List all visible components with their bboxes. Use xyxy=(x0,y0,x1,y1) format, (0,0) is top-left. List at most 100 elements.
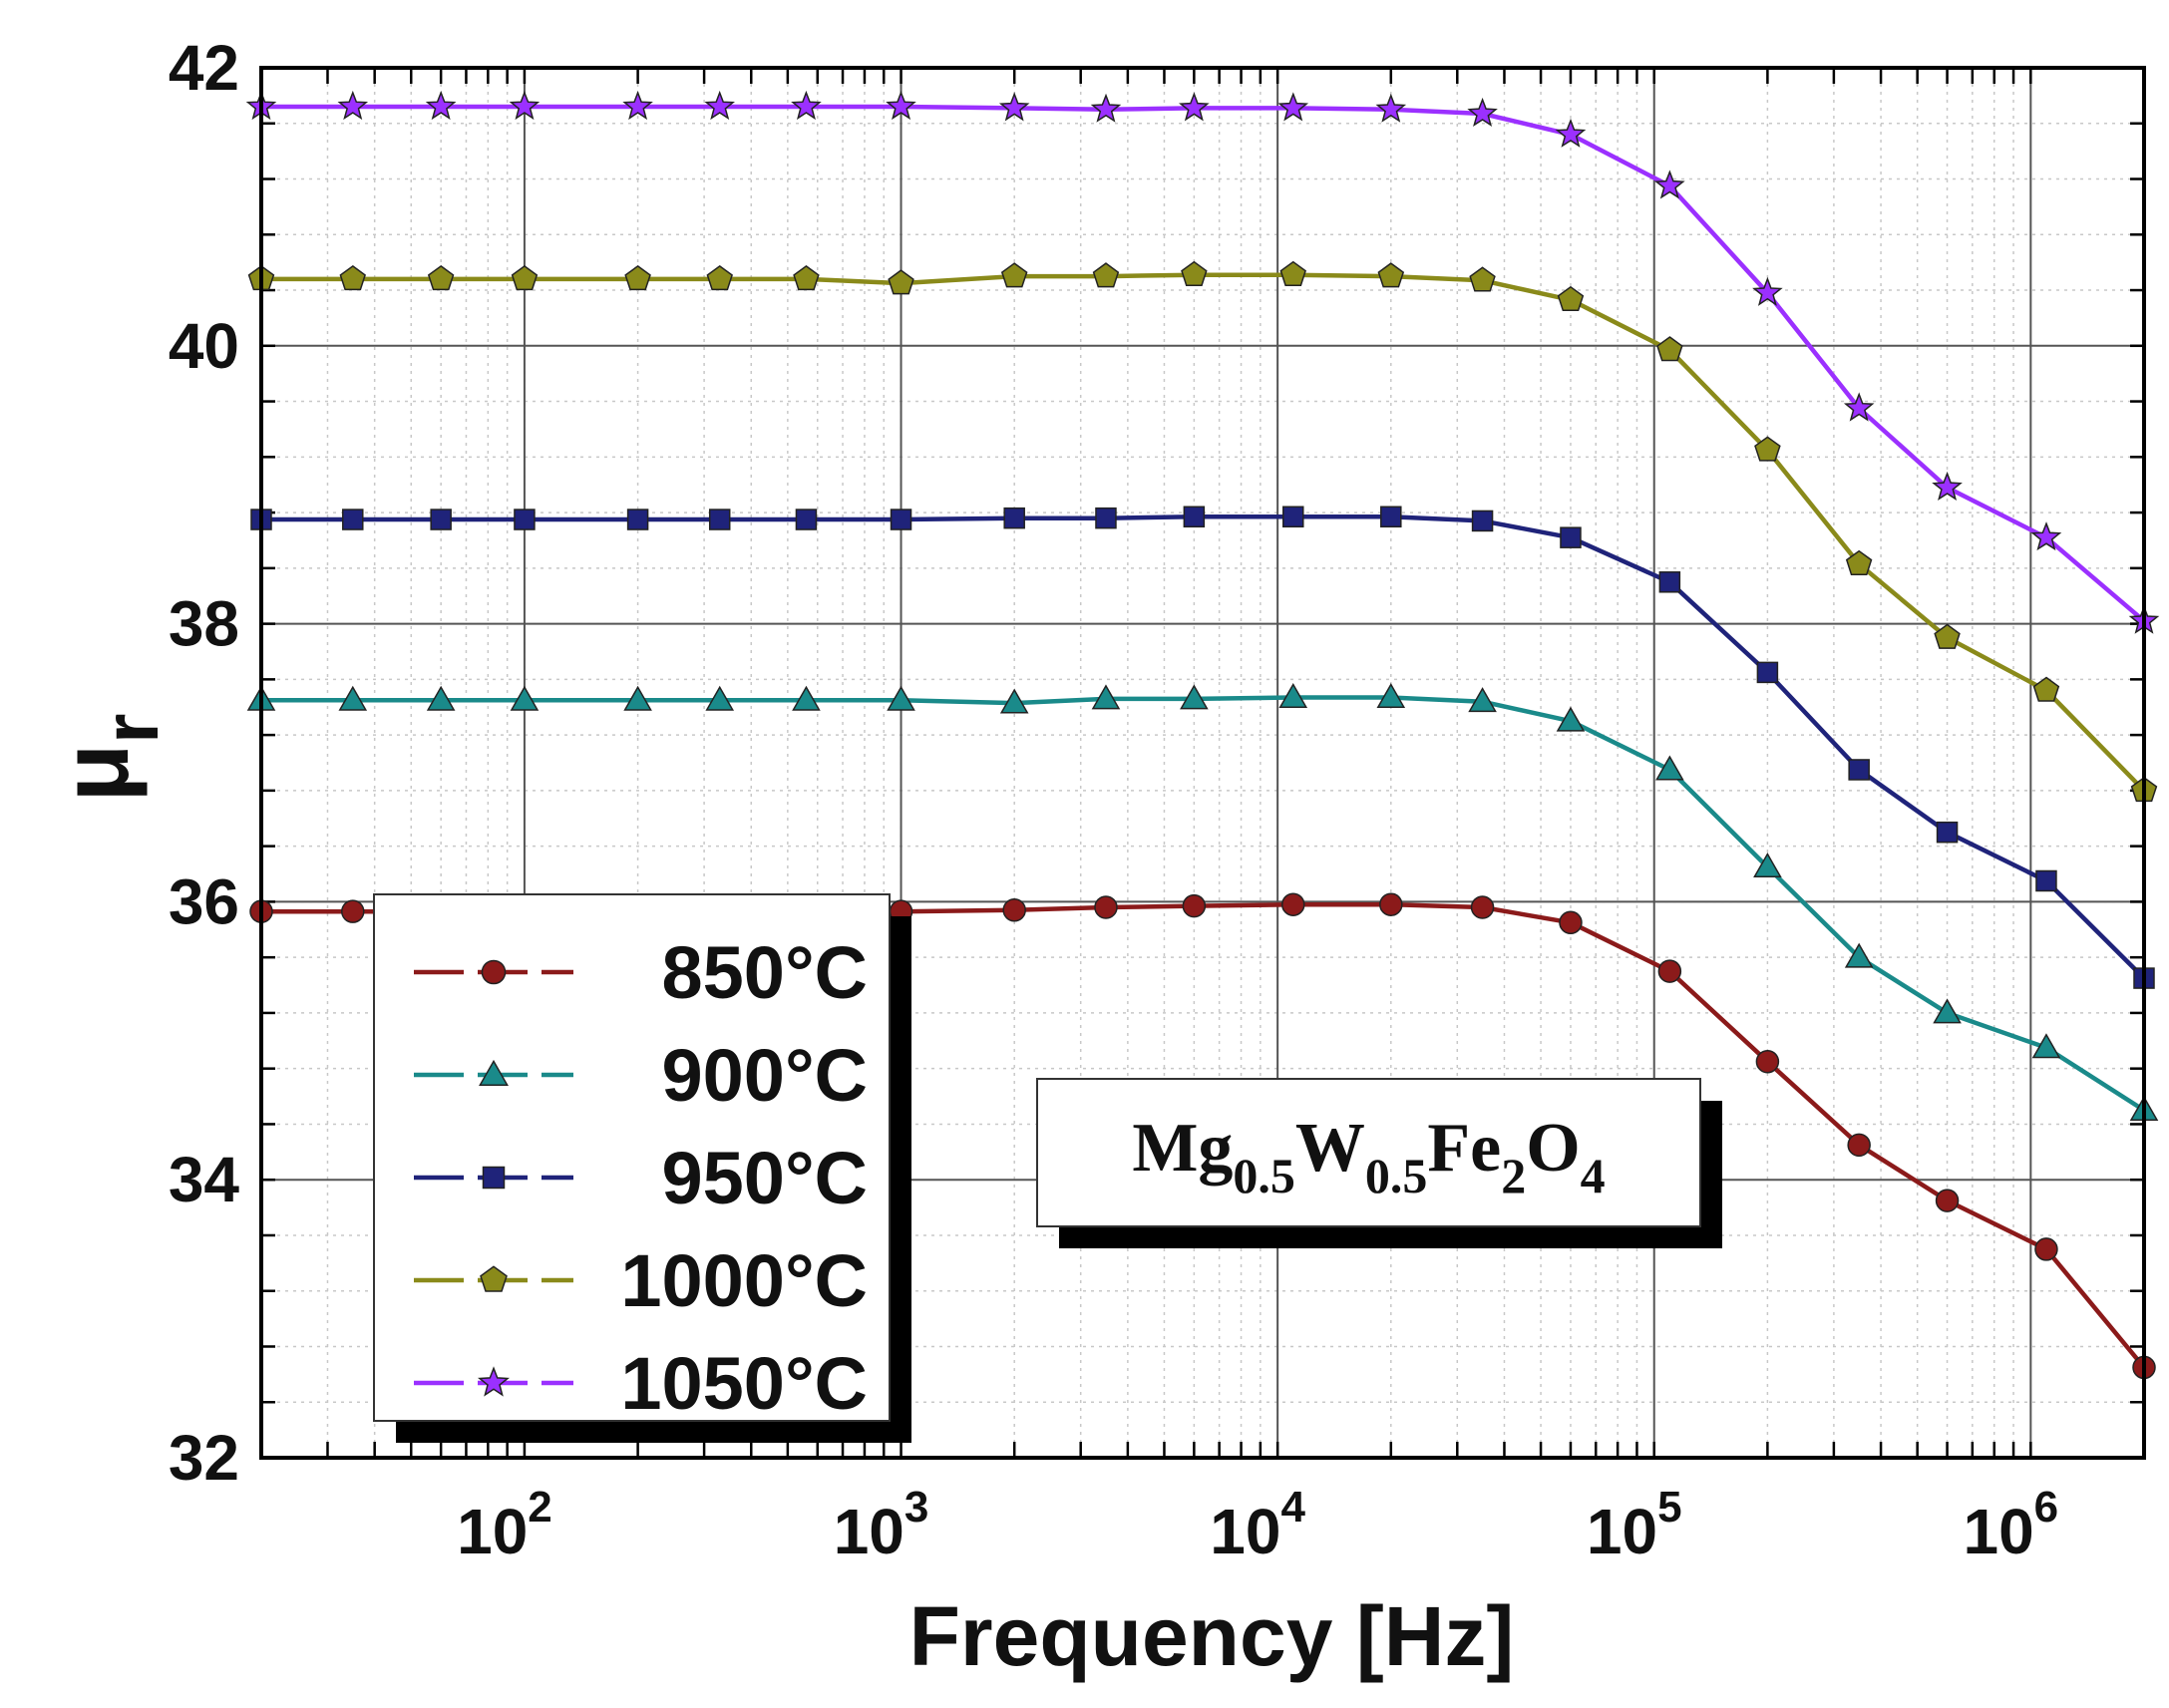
formula-element: Mg xyxy=(1132,1110,1233,1187)
data-point xyxy=(999,688,1029,714)
data-point xyxy=(1469,266,1496,292)
x-tick-base: 10 xyxy=(1210,1496,1280,1567)
series-1000°C xyxy=(247,260,2158,803)
legend-item: 850°C xyxy=(414,931,868,1014)
data-point xyxy=(337,90,369,121)
data-point xyxy=(1556,706,1586,732)
data-point xyxy=(1754,436,1781,462)
y-tick-label: 34 xyxy=(169,1144,240,1215)
data-point xyxy=(1182,893,1207,918)
x-tick-exponent: 5 xyxy=(1657,1483,1681,1532)
data-point xyxy=(1470,895,1495,919)
data-point xyxy=(427,264,455,291)
data-point xyxy=(511,264,539,291)
composition-formula: Mg0.5W0.5Fe2O4 xyxy=(1132,1110,1605,1203)
formula-subscript: 0.5 xyxy=(1365,1148,1428,1203)
data-point xyxy=(1090,93,1122,123)
data-point xyxy=(1655,755,1684,781)
formula-subscript: 0.5 xyxy=(1233,1148,1295,1203)
data-point xyxy=(1936,821,1959,844)
data-point xyxy=(626,509,649,530)
x-tick-labels: 102 103 104 105 106 xyxy=(457,1483,2058,1567)
data-point xyxy=(1653,170,1685,199)
data-point xyxy=(1277,92,1309,122)
data-point xyxy=(887,685,915,711)
data-point xyxy=(886,90,916,121)
data-point xyxy=(1181,260,1208,286)
data-point xyxy=(1468,687,1497,713)
y-axis-title: μr xyxy=(42,713,175,802)
data-point xyxy=(1845,549,1873,575)
data-point xyxy=(1656,336,1683,362)
legend-label: 1050°C xyxy=(620,1342,868,1425)
legend-marker xyxy=(482,1166,506,1190)
data-point xyxy=(2032,676,2060,702)
data-point xyxy=(1848,759,1870,781)
x-tick-label: 102 xyxy=(457,1483,552,1567)
legend-label: 950°C xyxy=(662,1137,869,1219)
data-point xyxy=(509,90,541,121)
plot-frame xyxy=(259,66,2146,1460)
legend: 850°C 900°C 950°C 1000°C 1050°C xyxy=(373,893,911,1443)
data-point xyxy=(1375,93,1407,123)
data-point xyxy=(1180,684,1209,710)
data-point xyxy=(1092,262,1120,288)
data-point xyxy=(1281,892,1305,916)
data-point xyxy=(514,509,536,530)
data-point xyxy=(1752,276,1783,306)
data-point xyxy=(1555,118,1587,148)
data-point xyxy=(430,509,452,530)
data-point xyxy=(2035,869,2057,892)
x-tick-label: 104 xyxy=(1210,1483,1305,1567)
data-point xyxy=(1379,892,1403,916)
formula-element: W xyxy=(1295,1110,1365,1187)
formula-element: Fe xyxy=(1427,1110,1501,1187)
data-point xyxy=(1560,526,1582,548)
x-axis-title: Frequency [Hz] xyxy=(909,1589,1515,1683)
y-axis-symbol: μ xyxy=(42,744,149,803)
data-point xyxy=(1380,506,1402,528)
x-tick-exponent: 2 xyxy=(528,1483,551,1532)
data-point xyxy=(791,90,822,121)
data-point xyxy=(1094,895,1118,919)
data-point xyxy=(1933,998,1962,1024)
formula-subscript: 4 xyxy=(1581,1148,1606,1203)
data-point xyxy=(623,685,652,711)
data-point xyxy=(1279,260,1306,286)
data-point xyxy=(1932,471,1963,501)
y-tick-label: 40 xyxy=(169,310,239,382)
data-point xyxy=(339,264,366,291)
data-point xyxy=(1002,898,1026,922)
data-point xyxy=(888,269,914,295)
data-point xyxy=(341,899,365,923)
data-point xyxy=(708,509,731,530)
y-tick-label: 36 xyxy=(169,865,239,937)
legend-label: 900°C xyxy=(662,1034,869,1117)
data-point xyxy=(704,90,735,121)
x-tick-exponent: 3 xyxy=(904,1483,928,1532)
data-point xyxy=(705,685,735,711)
x-tick-base: 10 xyxy=(1963,1496,2033,1567)
data-point xyxy=(793,264,820,291)
data-point xyxy=(1091,684,1121,710)
data-point xyxy=(1755,1049,1780,1074)
composition-annotation: Mg0.5W0.5Fe2O4 xyxy=(1036,1078,1722,1248)
data-point xyxy=(1557,285,1585,312)
data-point xyxy=(1095,507,1117,529)
data-point xyxy=(1935,1189,1960,1212)
data-point xyxy=(1467,97,1498,127)
data-point xyxy=(890,509,912,530)
data-point xyxy=(1278,682,1308,708)
svg-text:μr: μr xyxy=(42,713,175,802)
legend-marker xyxy=(480,1265,508,1292)
data-point xyxy=(510,685,540,711)
y-tick-label: 38 xyxy=(169,588,239,660)
series-900°C xyxy=(246,682,2159,1121)
legend-box xyxy=(373,893,891,1422)
y-tick-label: 42 xyxy=(169,32,239,104)
data-point xyxy=(1657,959,1682,983)
data-point xyxy=(338,685,368,711)
annotation-box xyxy=(1036,1078,1701,1227)
